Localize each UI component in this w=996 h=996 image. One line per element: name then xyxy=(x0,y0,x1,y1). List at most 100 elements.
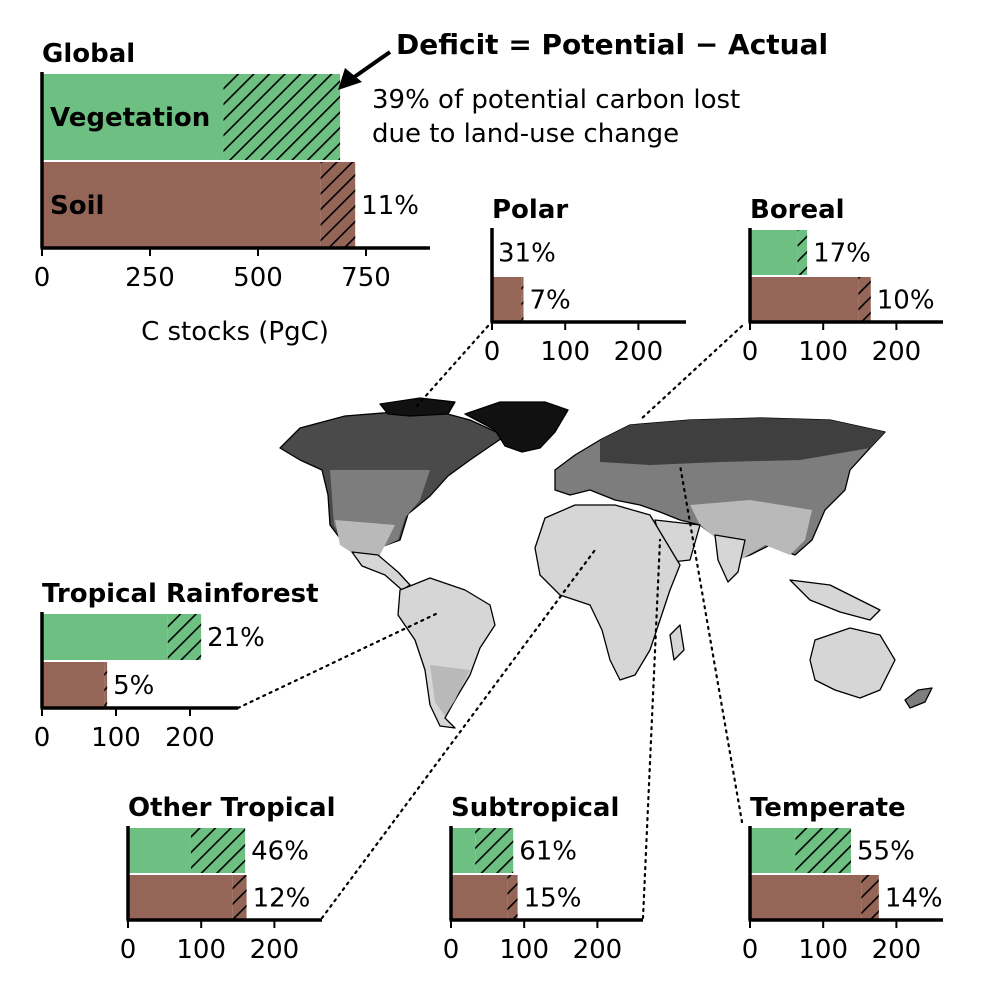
loss-note-line2: due to land-use change xyxy=(372,119,679,149)
deficit-arrow-head xyxy=(338,68,362,90)
x-tick-label-tropical-rainforest-0: 0 xyxy=(34,723,51,753)
deficit-annotation-label: Deficit = Potential − Actual xyxy=(396,28,828,61)
category-label-vegetation: Vegetation xyxy=(50,103,210,133)
bar-deficit-hatch-soil-other-tropical xyxy=(232,875,247,920)
x-tick-label-other-tropical-100: 100 xyxy=(176,935,226,965)
bar-deficit-hatch-soil-temperate xyxy=(861,875,879,920)
x-tick-label-temperate-100: 100 xyxy=(798,935,848,965)
x-tick-label-temperate-0: 0 xyxy=(742,935,759,965)
deficit-arrow-shaft xyxy=(348,50,392,82)
x-tick-label-boreal-0: 0 xyxy=(742,337,759,367)
bar-actual-soil-polar xyxy=(492,277,522,322)
map-greenland xyxy=(464,401,569,453)
bar-actual-vegetation-subtropical xyxy=(451,828,476,873)
x-tick-label-global-500: 500 xyxy=(233,263,283,293)
x-tick-label-subtropical-200: 200 xyxy=(573,935,623,965)
bar-actual-vegetation-temperate xyxy=(750,828,796,873)
bar-actual-vegetation-global xyxy=(42,74,224,160)
leader-other-tropical xyxy=(320,548,597,920)
percent-label-vegetation-subtropical: 61% xyxy=(519,837,577,867)
percent-label-vegetation-polar: 31% xyxy=(498,239,556,269)
bar-actual-soil-boreal xyxy=(750,277,859,322)
panel-title-subtropical: Subtropical xyxy=(451,793,619,823)
panel-other-tropical: Other Tropical 46% 12% 0 100 200 xyxy=(120,793,336,965)
leader-lines xyxy=(236,324,744,920)
x-tick-label-polar-200: 200 xyxy=(614,337,664,367)
percent-label-soil-subtropical: 15% xyxy=(524,884,582,914)
leader-temperate xyxy=(678,463,744,824)
x-tick-label-subtropical-0: 0 xyxy=(443,935,460,965)
percent-label-soil-polar: 7% xyxy=(529,286,570,316)
leader-polar xyxy=(413,324,490,410)
x-tick-label-global-750: 750 xyxy=(341,263,391,293)
percent-label-soil-temperate: 14% xyxy=(885,884,943,914)
map-eurasia-north xyxy=(600,418,885,465)
bar-deficit-hatch-soil-boreal xyxy=(858,277,871,322)
bar-actual-soil-tropical-rainforest xyxy=(42,662,105,708)
x-tick-label-boreal-200: 200 xyxy=(872,337,922,367)
percent-label-soil-tropical-rainforest: 5% xyxy=(113,671,154,701)
panel-polar: Polar 31% 7% 0 100 200 xyxy=(484,195,686,367)
map-south-america-south xyxy=(430,665,470,716)
map-south-america xyxy=(397,577,496,729)
percent-label-soil-global: 11% xyxy=(361,191,419,221)
leader-boreal xyxy=(638,324,744,422)
percent-label-vegetation-temperate: 55% xyxy=(857,837,915,867)
bar-actual-vegetation-other-tropical xyxy=(128,828,191,873)
percent-label-vegetation-other-tropical: 46% xyxy=(251,837,309,867)
map-india xyxy=(714,534,746,583)
panel-boreal: Boreal 17%10% 0 100 200 xyxy=(742,195,943,367)
bar-actual-vegetation-boreal xyxy=(750,230,798,275)
map-new-zealand xyxy=(904,687,933,709)
deficit-annotation: Deficit = Potential − Actual 39% of pote… xyxy=(338,28,828,149)
x-tick-label-global-0: 0 xyxy=(34,263,51,293)
leader-tropical-rainforest xyxy=(236,610,442,710)
map-north-america-gulf xyxy=(335,520,395,558)
category-label-soil: Soil xyxy=(50,191,104,221)
bar-deficit-hatch-vegetation-boreal xyxy=(797,230,808,275)
bar-deficit-hatch-vegetation-other-tropical xyxy=(190,828,246,873)
x-tick-label-other-tropical-0: 0 xyxy=(120,935,137,965)
panel-title-boreal: Boreal xyxy=(750,195,845,225)
bar-deficit-hatch-vegetation-temperate xyxy=(795,828,852,873)
bar-actual-soil-subtropical xyxy=(451,875,508,920)
panel-title-global: Global xyxy=(42,39,135,69)
panel-global: Global Vegetation Soil 11% 0 250 500 750 C stock… xyxy=(34,39,430,347)
x-tick-label-polar-100: 100 xyxy=(540,337,590,367)
map-australia xyxy=(809,627,896,699)
panel-title-polar: Polar xyxy=(492,195,568,225)
bar-deficit-hatch-vegetation-tropical-rainforest xyxy=(167,614,202,660)
bar-deficit-hatch-soil-polar xyxy=(521,277,524,322)
map-eurasia-south xyxy=(690,500,812,560)
bar-actual-soil-temperate xyxy=(750,875,862,920)
bar-actual-vegetation-tropical-rainforest xyxy=(42,614,168,660)
bar-actual-soil-other-tropical xyxy=(128,875,233,920)
panel-subtropical: Subtropical 61% 15% 0 100 200 xyxy=(443,793,643,965)
panel-title-other-tropical: Other Tropical xyxy=(128,793,336,823)
bar-deficit-hatch-vegetation-subtropical xyxy=(475,828,514,873)
map-madagascar xyxy=(669,624,685,661)
x-tick-label-global-250: 250 xyxy=(125,263,175,293)
bar-deficit-hatch-soil-tropical-rainforest xyxy=(104,662,108,708)
percent-label-soil-other-tropical: 12% xyxy=(253,884,311,914)
bar-deficit-hatch-soil-global xyxy=(320,162,356,248)
map-africa xyxy=(534,504,681,681)
percent-label-vegetation-tropical-rainforest: 21% xyxy=(207,623,265,653)
percent-label-vegetation-boreal: 17% xyxy=(813,239,871,269)
map-se-asia xyxy=(789,579,881,621)
x-tick-label-polar-0: 0 xyxy=(484,337,501,367)
bar-actual-soil-global xyxy=(42,162,321,248)
bar-deficit-hatch-soil-subtropical xyxy=(507,875,518,920)
x-tick-label-subtropical-100: 100 xyxy=(499,935,549,965)
x-tick-label-other-tropical-200: 200 xyxy=(250,935,300,965)
map-arctic-islands xyxy=(379,397,456,417)
loss-note-line1: 39% of potential carbon lost xyxy=(372,85,740,115)
panel-temperate: Temperate 55% 14% 0 100 200 xyxy=(742,793,943,965)
world-map xyxy=(279,397,933,729)
x-tick-label-tropical-rainforest-200: 200 xyxy=(165,723,215,753)
map-central-america xyxy=(351,551,411,591)
leader-subtropical xyxy=(641,538,662,920)
bar-deficit-hatch-vegetation-global xyxy=(223,74,341,160)
percent-label-soil-boreal: 10% xyxy=(877,286,935,316)
